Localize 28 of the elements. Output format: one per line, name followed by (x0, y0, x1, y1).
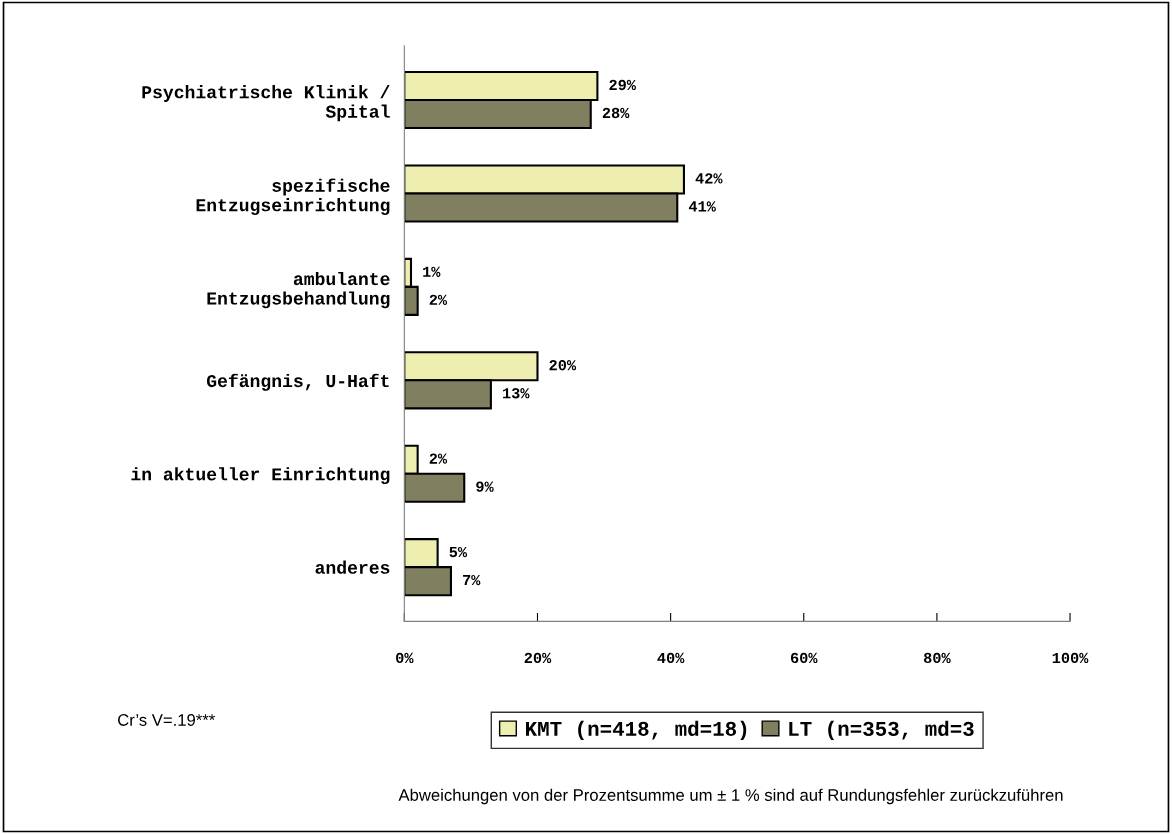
data-label: 13% (503, 388, 530, 399)
x-tick-label: 40% (657, 652, 685, 664)
data-label: 28% (602, 107, 630, 119)
y-tick-label: ambulante Entzugsbehandlung (207, 271, 390, 309)
data-label: 7% (463, 574, 481, 586)
text: Abweichungen von der Prozentsumme um ± 1 % sind auf Rundungsfehler zurückzuführen (398, 788, 1063, 805)
y-tick-label: Gefängnis, U-Haft (206, 373, 389, 391)
y-tick-label: anderes (315, 560, 390, 574)
data-label: 1% (423, 266, 441, 277)
x-tick-label: 60% (790, 652, 818, 664)
legend-label: KMT (n=418, md=18) (526, 720, 747, 741)
data-label: 42% (695, 173, 723, 184)
x-tick-label: 80% (923, 652, 951, 664)
y-tick-label: Psychiatrische Klinik / Spital (142, 85, 390, 122)
x-tick-label: 20% (524, 652, 552, 664)
data-label: 9% (476, 481, 494, 492)
data-label: 20% (549, 360, 577, 371)
x-tick-label: 100% (1052, 652, 1089, 664)
data-label: 5% (449, 546, 468, 558)
data-label: 29% (609, 79, 637, 91)
legend-label: LT (n=353, md=3 (789, 720, 974, 741)
x-tick-label: 0% (396, 652, 414, 664)
data-label: 41% (688, 201, 716, 212)
text: Cr’s V=.19*** (118, 714, 215, 726)
data-label: 2% (429, 453, 448, 464)
y-tick-label: spezifische Entzugseinrichtung (196, 178, 390, 215)
y-tick-label: in aktueller Einrichtung (131, 467, 390, 485)
data-label: 2% (429, 294, 448, 305)
